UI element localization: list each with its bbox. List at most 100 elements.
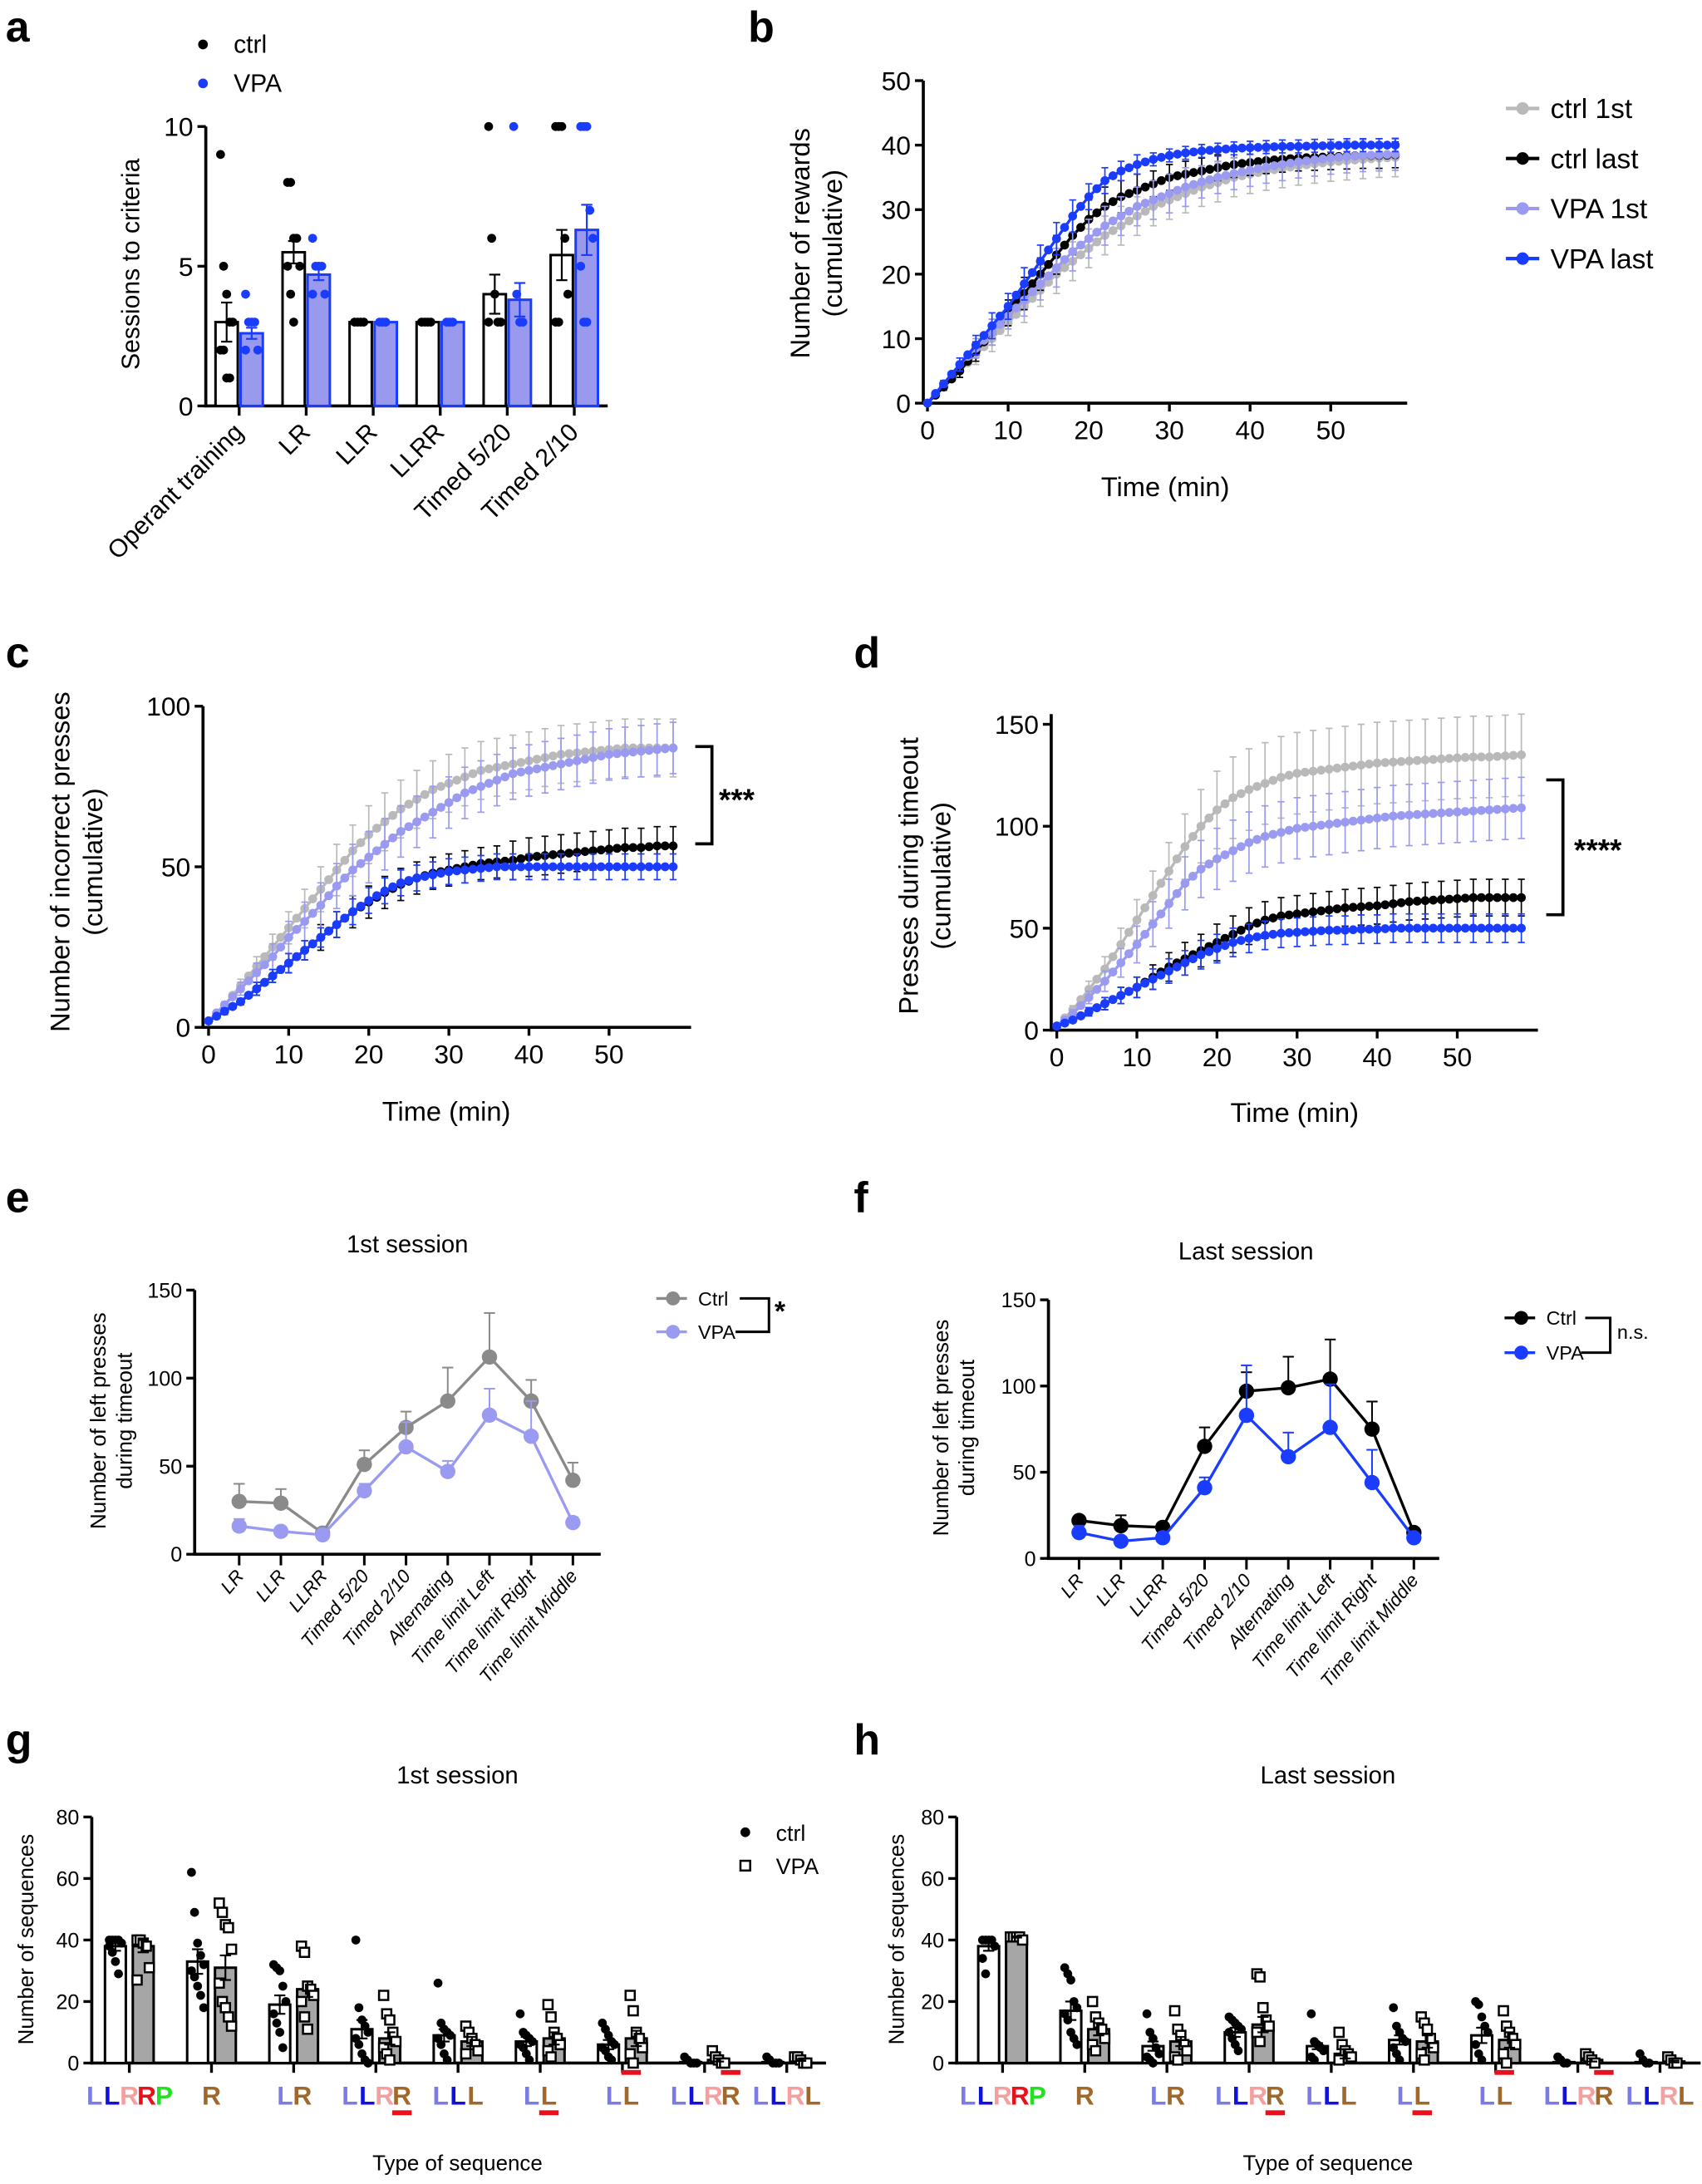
significance-bracket [695,745,714,846]
data-point-ctrl [1395,2055,1404,2065]
data-point [1260,832,1270,841]
data-point [604,844,614,854]
data-point-ctrl [442,2055,452,2065]
data-point-interp [1237,167,1247,177]
sequence-letter: P [1029,2081,1046,2111]
data-point-vpa [1086,1995,1099,2008]
data-point-interp [564,758,574,767]
data-point [460,788,470,798]
chart-title: 1st session [396,1763,518,1789]
x-axis-label: Time (min) [1230,1097,1359,1128]
data-point-interp [1284,825,1294,835]
series-line [1056,927,1522,1028]
sequence-letter: R [1659,2081,1678,2111]
data-point [1051,263,1061,273]
data-point [1340,762,1350,772]
sequence-letter: L [1678,2081,1694,2111]
sequence-letter: R [1075,2081,1094,2111]
data-point [604,750,614,760]
data-point [1517,750,1526,760]
data-point [1084,1007,1094,1016]
data-point-interp [500,862,509,872]
data-point [284,932,293,942]
data-point [396,827,406,836]
data-point-interp [1172,962,1182,971]
data-point-interp [963,350,972,360]
data-point [236,984,245,994]
data-point-interp [1205,165,1215,175]
data-point-interp [1236,925,1246,935]
data-point [1372,758,1382,768]
data-point [1132,915,1142,925]
data-point [273,1495,289,1511]
overline-mark [621,2069,642,2075]
data-point-interp [468,769,478,779]
data-point-interp [292,925,302,934]
data-point-interp [1092,184,1102,194]
data-point [1164,150,1174,160]
data-point-ctrl [286,178,296,187]
data-point-interp [356,838,366,848]
x-tick-label: LR [274,419,317,461]
data-point-interp [1044,271,1053,281]
legend-marker-ctrl [740,1827,750,1837]
data-point-interp [1236,936,1246,945]
sequence-letter: L [277,2081,293,2111]
data-point [316,901,326,910]
data-point-interp [1108,226,1118,235]
data-point [1262,142,1271,152]
data-point-interp [1076,223,1085,232]
data-point-interp [1092,974,1102,984]
data-point [565,1514,581,1531]
data-point [540,862,550,872]
data-point [1164,967,1173,976]
data-point-interp [1366,140,1376,150]
sequence-letter: L [541,2081,557,2111]
data-point [1197,1479,1213,1496]
data-point [444,867,454,877]
data-point [637,862,646,872]
data-point [1196,864,1206,874]
data-point-interp [1412,809,1422,819]
data-point-interp [1382,140,1392,150]
data-point-interp [452,793,462,803]
x-tick-label: LR [1056,1570,1088,1601]
data-point-ctrl [607,2055,617,2065]
data-point-ctrl [1310,2055,1319,2065]
data-point-vpa [1257,2002,1269,2014]
data-point-interp [564,862,574,872]
data-point-interp [660,841,670,851]
data-point-interp [1350,151,1360,161]
data-point [231,1518,247,1534]
panel-label-h: h [853,1715,880,1763]
data-point-interp [1301,823,1310,832]
data-point-ctrl [1306,2009,1316,2019]
data-point [428,807,438,817]
data-point-interp [1252,918,1262,928]
data-point-interp [1108,197,1118,206]
data-point-vpa [298,1946,311,1958]
y-tick-label: 0 [1024,1016,1039,1045]
data-point-interp [1412,897,1422,906]
x-tick-label: 20 [354,1040,383,1070]
y-tick-label: 30 [882,195,911,225]
data-point [668,841,678,851]
y-tick-label: 0 [176,1013,191,1043]
data-point-interp [516,853,526,863]
bar-ctrl [348,321,373,407]
data-point-ctrl [354,2039,364,2049]
data-point-interp [1108,952,1118,962]
data-point [1326,141,1336,150]
sequence-letter: R [1266,2081,1285,2111]
x-tick-label: 0 [201,1040,216,1070]
data-point [1468,752,1478,762]
y-tick-label: 80 [56,1806,79,1829]
data-point [1292,769,1302,778]
data-point-interp [324,926,333,936]
data-point-vpa [381,317,391,327]
data-point-ctrl [1389,2003,1399,2013]
data-point-interp [516,767,526,777]
legend-marker [1516,101,1529,116]
series-vpa-last [1052,912,1526,1031]
